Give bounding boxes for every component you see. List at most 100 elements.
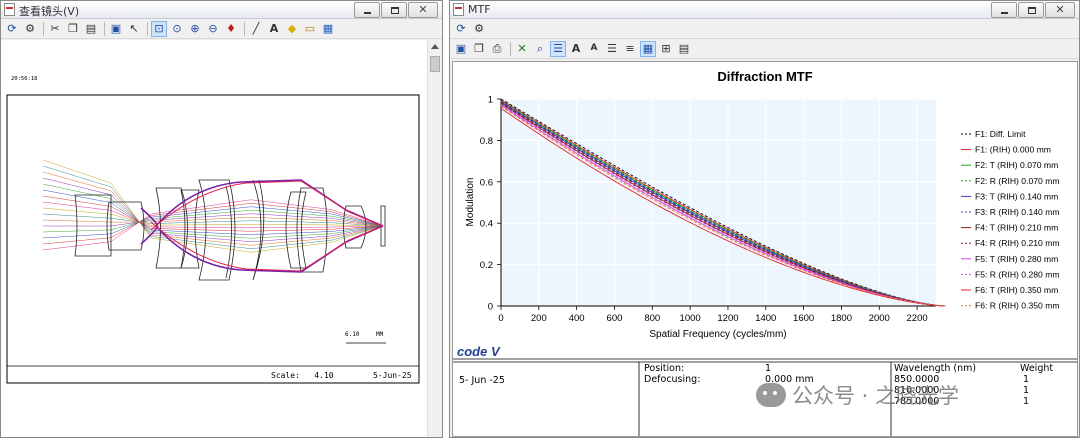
- y-axis-label: Modulation: [465, 178, 476, 227]
- line-tool-icon[interactable]: ╱: [252, 22, 260, 35]
- pin-icon[interactable]: ♦: [226, 22, 236, 35]
- scroll-thumb[interactable]: [430, 56, 440, 72]
- maximize-icon: [1028, 7, 1036, 14]
- layout-icon[interactable]: ▦: [322, 22, 334, 35]
- ray-path: [42, 177, 384, 242]
- refresh-icon[interactable]: ⟳: [7, 22, 17, 35]
- lens-toolbar: ⟳ ⚙ ✂ ❐ ▤ ▣ ↖ ⊡ ⊙ ⊕ ⊖ ♦ ╱ A ◆ ▭ ▦: [1, 19, 442, 39]
- font-smaller-icon[interactable]: A: [590, 43, 598, 53]
- cut-icon[interactable]: ✂: [50, 22, 60, 35]
- eraser-icon[interactable]: ◆: [287, 22, 297, 35]
- toolbar-divider: [510, 41, 511, 56]
- scroll-up-icon[interactable]: [431, 44, 439, 49]
- thick-line-icon[interactable]: ☰: [607, 42, 617, 55]
- position-value: 1: [765, 363, 772, 374]
- ray-path: [43, 213, 384, 227]
- x-tick-label: 1800: [831, 313, 852, 324]
- copy-icon[interactable]: ❐: [68, 22, 78, 35]
- ruler-icon[interactable]: ▭: [304, 22, 316, 35]
- watermark-text: 公众号 · 之晓光学: [792, 384, 960, 408]
- legend-entry: F2: R (RIH) 0.070 mm: [975, 176, 1060, 186]
- mtf-series-line: [500, 101, 946, 307]
- settings-icon[interactable]: ⚙: [25, 22, 35, 35]
- title-bar[interactable]: MTF ✕: [450, 1, 1079, 19]
- zoom-out-icon[interactable]: ⊖: [208, 22, 218, 35]
- table-icon[interactable]: ▤: [678, 42, 690, 55]
- vertical-scrollbar[interactable]: [427, 40, 442, 437]
- toolbar-divider: [244, 21, 245, 36]
- pointer-icon[interactable]: ↖: [129, 22, 139, 35]
- ray-path: [42, 195, 384, 232]
- print-icon[interactable]: ⎙: [492, 42, 502, 55]
- ray-path: [42, 171, 384, 246]
- lens-elements: [74, 179, 386, 281]
- mtf-series-line: [500, 105, 946, 307]
- y-tick-label: 0.4: [480, 219, 493, 230]
- lens-layout-drawing: [6, 94, 420, 384]
- legend-icon[interactable]: ☰: [550, 40, 566, 57]
- fit-icon[interactable]: ✕: [517, 42, 527, 55]
- legend-entry: F6: R (RIH) 0.350 mm: [975, 301, 1060, 311]
- weight-header: Weight: [1020, 363, 1054, 374]
- x-tick-label: 400: [569, 313, 585, 324]
- scale-bar-value: 6.10: [345, 331, 360, 338]
- code-v-logo: code V: [457, 344, 501, 359]
- x-tick-label: 1000: [680, 313, 701, 324]
- legend-entry: F2: T (RIH) 0.070 mm: [975, 160, 1058, 170]
- mtf-plot-area[interactable]: Diffraction MTF 0 200 400 600 800 1000 1200 140…: [452, 61, 1078, 437]
- lens-view-window: 查看镜头(V) ✕ ⟳ ⚙ ✂ ❐ ▤ ▣ ↖ ⊡ ⊙ ⊕ ⊖ ♦ ╱ A ◆ …: [0, 0, 443, 438]
- defocusing-label: Defocusing:: [644, 374, 701, 385]
- save-icon[interactable]: ▣: [455, 42, 467, 55]
- grid-icon[interactable]: ▦: [640, 40, 656, 57]
- wechat-icon: [756, 383, 786, 407]
- legend-entry: F5: R (RIH) 0.280 mm: [975, 269, 1060, 279]
- legend-entry: F4: R (RIH) 0.210 mm: [975, 238, 1060, 248]
- minimize-button[interactable]: [354, 2, 380, 18]
- mtf-series-line: [500, 102, 946, 307]
- close-button[interactable]: ✕: [408, 2, 438, 18]
- settings-icon[interactable]: ⚙: [474, 22, 484, 35]
- legend-entry: F5: T (RIH) 0.280 mm: [975, 254, 1058, 264]
- zoom-icon[interactable]: ⌕: [536, 42, 544, 55]
- x-tick-label: 200: [531, 313, 547, 324]
- legend: F1: Diff. Limit F1: (RIH) 0.000 mm F2: T (…: [961, 129, 1060, 311]
- lens-element-5: [198, 179, 236, 281]
- zoom-in-icon[interactable]: ⊕: [190, 22, 200, 35]
- mtf-toolbar-1: ⟳ ⚙: [450, 19, 1079, 39]
- minimize-icon: [364, 12, 371, 14]
- zoom-fit-icon[interactable]: ⊙: [172, 22, 182, 35]
- font-larger-icon[interactable]: A: [571, 42, 581, 55]
- x-tick-label: 1400: [755, 313, 776, 324]
- lines-icon[interactable]: ≡: [625, 42, 635, 55]
- paste-icon[interactable]: ▤: [85, 22, 97, 35]
- save-icon[interactable]: ▣: [110, 22, 122, 35]
- maximize-button[interactable]: [381, 2, 407, 18]
- window-title: 查看镜头(V): [19, 5, 80, 18]
- cursor-icon[interactable]: ⊞: [661, 42, 671, 55]
- mtf-chart: Diffraction MTF 0 200 400 600 800 1000 1200 140…: [453, 69, 1077, 436]
- wavelength-value-2: 810.0000: [894, 385, 940, 396]
- text-tool-icon[interactable]: A: [269, 22, 279, 35]
- ray-path: [42, 201, 384, 228]
- lens-element-2: [106, 201, 145, 251]
- lens-drawing-canvas[interactable]: 20:56:18: [1, 40, 427, 437]
- mtf-series-line: [500, 103, 946, 307]
- refresh-icon[interactable]: ⟳: [456, 22, 466, 35]
- legend-entry: F1: (RIH) 0.000 mm: [975, 145, 1051, 155]
- ray-fan: [42, 159, 384, 253]
- maximize-button[interactable]: [1018, 2, 1044, 18]
- weight-value-2: 1: [1023, 385, 1030, 396]
- ray-path: [42, 206, 384, 239]
- y-tick-label: 1: [488, 95, 493, 106]
- x-tick-label: 600: [607, 313, 623, 324]
- ray-path: [42, 189, 384, 235]
- minimize-button[interactable]: [991, 2, 1017, 18]
- copy-icon[interactable]: ❐: [474, 42, 484, 55]
- legend-entry: F4: T (RIH) 0.210 mm: [975, 223, 1058, 233]
- mtf-series-line: [500, 107, 946, 307]
- close-button[interactable]: ✕: [1045, 2, 1075, 18]
- zoom-window-icon[interactable]: ⊡: [151, 20, 167, 37]
- minimize-icon: [1001, 12, 1008, 14]
- title-bar[interactable]: 查看镜头(V) ✕: [1, 1, 442, 19]
- maximize-icon: [391, 7, 399, 14]
